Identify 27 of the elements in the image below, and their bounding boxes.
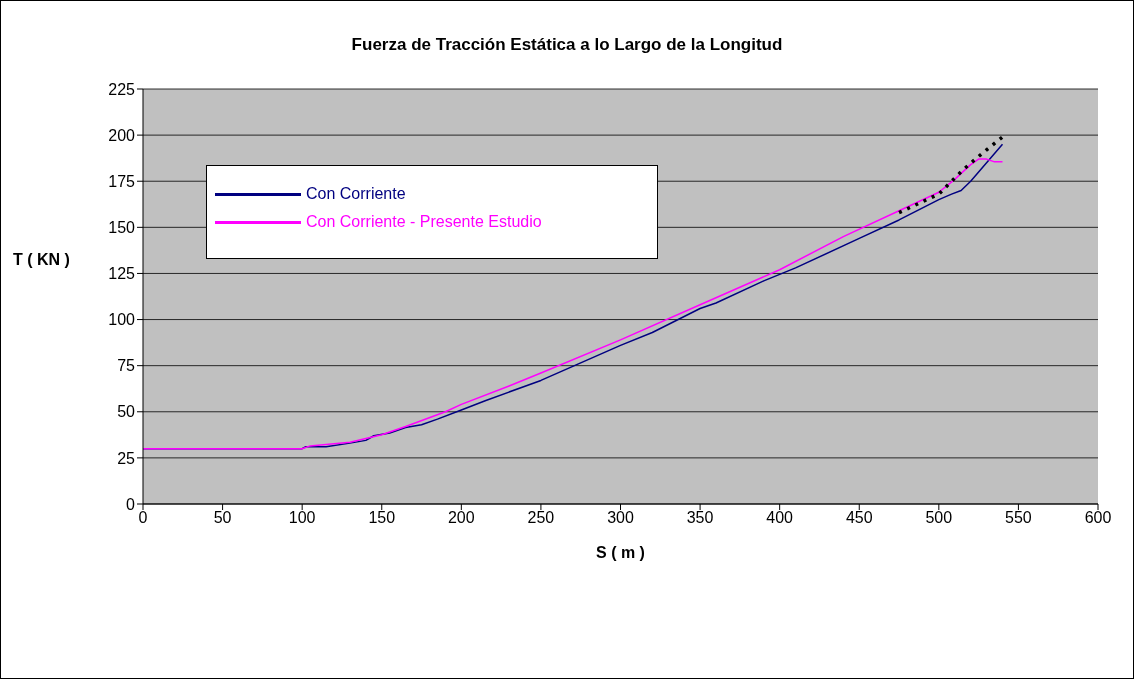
y-tick-label: 225 xyxy=(108,80,136,98)
y-tick-label: 175 xyxy=(108,172,136,190)
chart-title: Fuerza de Tracción Estática a lo Largo de la Longitud xyxy=(350,35,784,55)
x-tick-label: 500 xyxy=(925,509,953,527)
y-tick-label: 125 xyxy=(108,265,136,283)
y-axis-title: T ( KN ) xyxy=(13,251,70,268)
x-tick-label: 550 xyxy=(1005,509,1032,527)
y-tick-label: 50 xyxy=(117,403,136,421)
y-tick-label: 200 xyxy=(108,126,136,144)
x-tick-label: 350 xyxy=(686,509,714,527)
x-tick-label: 200 xyxy=(447,509,475,527)
x-tick-label: 0 xyxy=(138,509,148,527)
y-tick-label: 150 xyxy=(108,219,136,237)
y-tick-label: 25 xyxy=(117,449,136,467)
x-tick-label: 50 xyxy=(213,509,232,527)
y-tick-label: 100 xyxy=(108,311,136,329)
legend-box: Con Corriente Con Corriente - Presente Estudio xyxy=(206,165,658,259)
x-tick-label: 100 xyxy=(288,509,316,527)
x-tick-label: 250 xyxy=(527,509,555,527)
x-tick-label: 150 xyxy=(368,509,396,527)
y-tick-label: 75 xyxy=(117,357,136,375)
y-tick-label: 0 xyxy=(126,495,136,513)
x-tick-label: 450 xyxy=(845,509,873,527)
x-tick-label: 300 xyxy=(607,509,634,527)
x-tick-label: 400 xyxy=(766,509,794,527)
x-tick-label: 600 xyxy=(1084,509,1112,527)
x-axis-title: S ( m ) xyxy=(596,544,645,561)
